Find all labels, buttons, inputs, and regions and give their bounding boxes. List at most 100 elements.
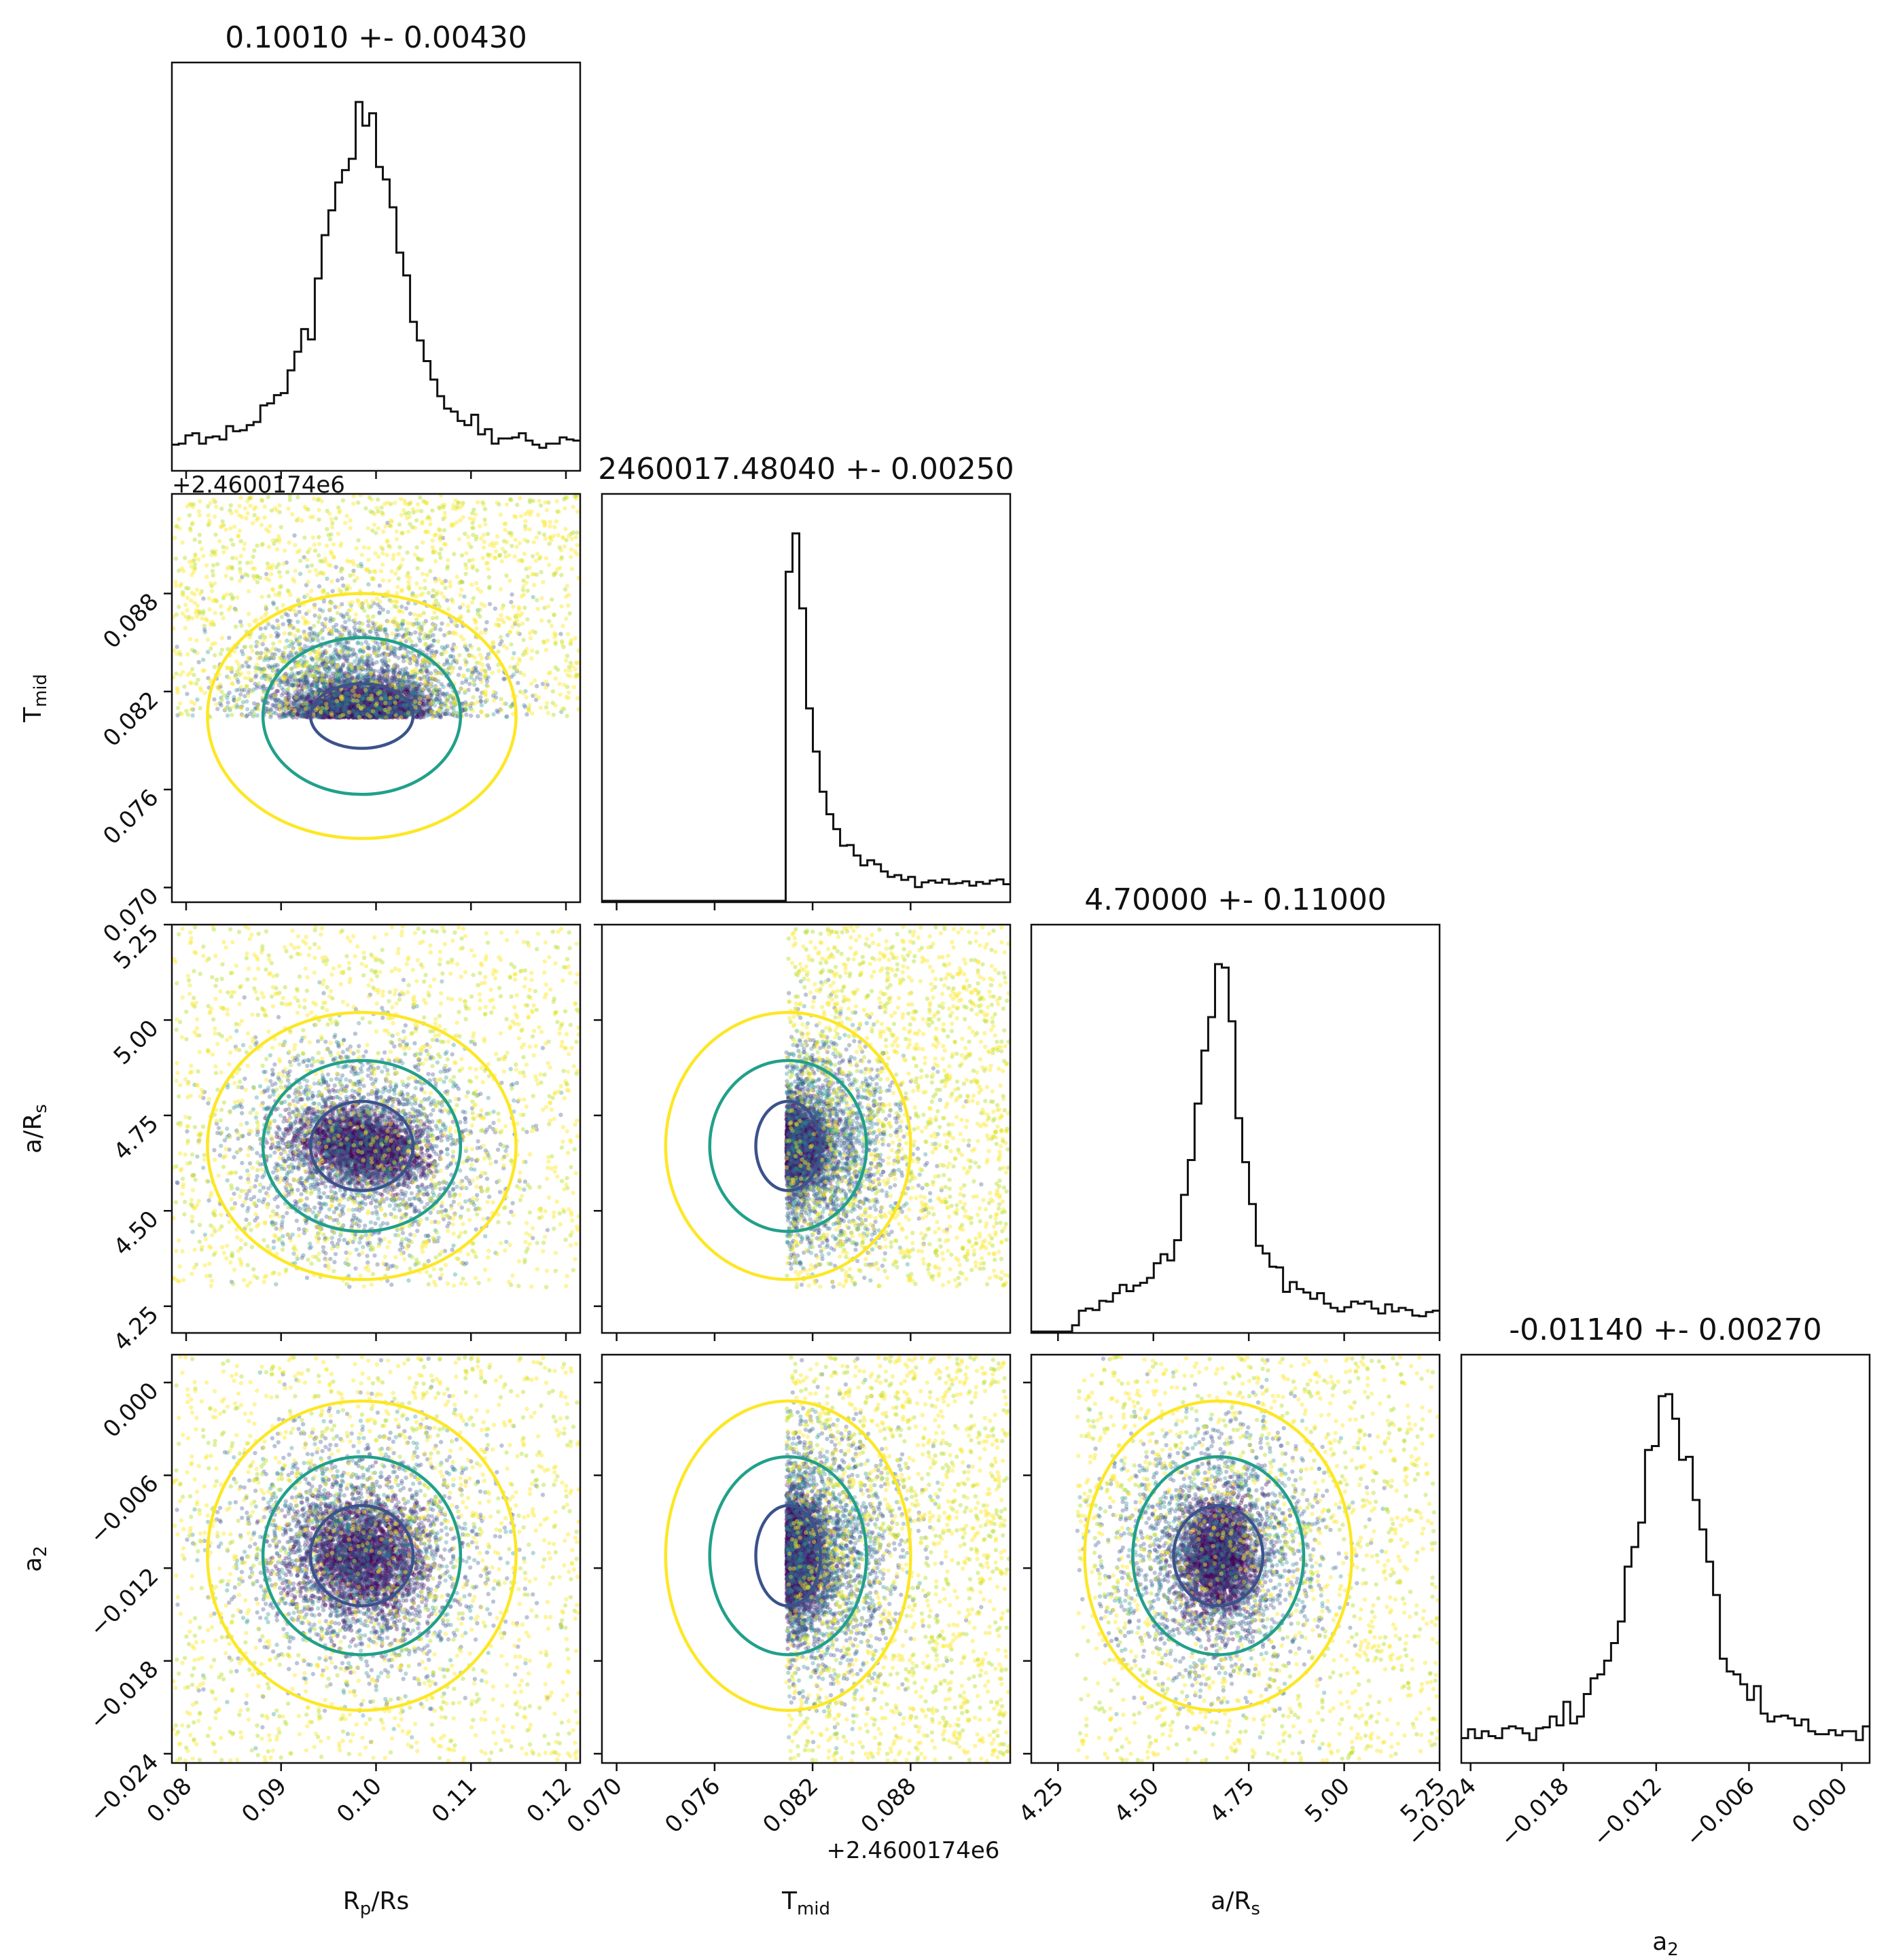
scatter-point [238, 539, 243, 544]
scatter-point [505, 615, 510, 620]
scatter-point [439, 682, 444, 687]
scatter-point [192, 558, 196, 563]
scatter-point [569, 567, 575, 571]
scatter-point [317, 710, 322, 715]
scatter-point [386, 619, 391, 624]
scatter-point [338, 697, 343, 702]
scatter-point [349, 686, 353, 691]
scatter-point [371, 696, 376, 701]
scatter-point [471, 680, 476, 685]
scatter-point [380, 666, 385, 672]
scatter-point [446, 630, 450, 636]
scatter-point [296, 620, 300, 624]
scatter-point [365, 708, 370, 713]
scatter-point [571, 505, 575, 510]
scatter-point [272, 704, 278, 709]
scatter-point [227, 635, 232, 640]
scatter-point [424, 713, 429, 718]
scatter-point [357, 698, 362, 703]
scatter-point [240, 575, 245, 580]
scatter-point [395, 706, 400, 711]
scatter-point [563, 506, 567, 511]
scatter-point [417, 696, 422, 701]
scatter-point [200, 658, 206, 662]
scatter-point [238, 619, 243, 624]
scatter-point [353, 714, 359, 719]
scatter-point [483, 522, 488, 527]
scatter-point [394, 529, 399, 534]
scatter-point [425, 572, 429, 577]
scatter-point [348, 526, 353, 531]
scatter-point [454, 574, 459, 580]
scatter-point [300, 692, 305, 698]
scatter-point [308, 694, 313, 700]
scatter-point [331, 715, 336, 719]
scatter-point [300, 694, 305, 699]
scatter-point [339, 710, 344, 715]
scatter-point [344, 645, 350, 651]
scatter-point [414, 709, 419, 714]
scatter-point [457, 537, 462, 541]
scatter-point [338, 715, 342, 720]
scatter-point [543, 556, 549, 560]
scatter-point [194, 681, 199, 686]
scatter-points-layer [171, 493, 1440, 1764]
scatter-point [326, 699, 331, 704]
scatter-point [358, 713, 363, 719]
scatter-point [484, 679, 490, 683]
scatter-point [478, 694, 483, 700]
scatter-point [402, 713, 407, 718]
scatter-point [365, 715, 370, 720]
scatter-point [350, 693, 355, 698]
scatter-point [277, 648, 281, 653]
scatter-point [522, 702, 527, 708]
scatter-point [437, 713, 442, 718]
scatter-point [187, 513, 192, 518]
scatter-point [357, 715, 362, 719]
scatter-point [408, 611, 413, 616]
scatter-point [230, 556, 235, 560]
scatter-point [329, 656, 334, 661]
scatter-point [504, 715, 509, 719]
scatter-point [328, 702, 333, 707]
scatter-point [487, 601, 493, 607]
scatter-point [394, 632, 399, 637]
scatter-point [317, 715, 321, 720]
scatter-point [390, 631, 395, 636]
scatter-point [285, 613, 290, 618]
scatter-point [185, 692, 190, 696]
scatter-point [387, 706, 392, 711]
scatter-point [482, 539, 487, 544]
scatter-point [189, 598, 194, 603]
scatter-point [302, 643, 308, 649]
scatter-point [329, 708, 334, 713]
scatter-point [255, 580, 260, 585]
scatter-point [365, 526, 370, 531]
scatter-point [559, 604, 564, 609]
scatter-point [359, 552, 364, 557]
scatter-point [554, 499, 559, 504]
scatter-point [445, 661, 450, 666]
scatter-point [312, 632, 317, 637]
scatter-point [469, 673, 474, 677]
scatter-point [344, 713, 349, 717]
scatter-point [330, 588, 335, 594]
scatter-point [428, 682, 433, 688]
scatter-point [421, 694, 426, 699]
scatter-point [239, 649, 245, 654]
scatter-point [334, 628, 339, 632]
scatter-point [327, 708, 333, 713]
scatter-point [277, 707, 282, 712]
scatter-point [431, 638, 436, 643]
scatter-point [357, 705, 362, 709]
scatter-point [230, 681, 235, 686]
scatter-point [353, 708, 358, 713]
scatter-point [317, 507, 321, 512]
scatter-point [329, 703, 334, 709]
scatter-point [279, 584, 283, 588]
scatter-point [238, 692, 243, 697]
scatter-point [289, 652, 294, 657]
scatter-point [263, 626, 268, 630]
scatter-point [308, 639, 313, 643]
scatter-point [353, 612, 359, 617]
